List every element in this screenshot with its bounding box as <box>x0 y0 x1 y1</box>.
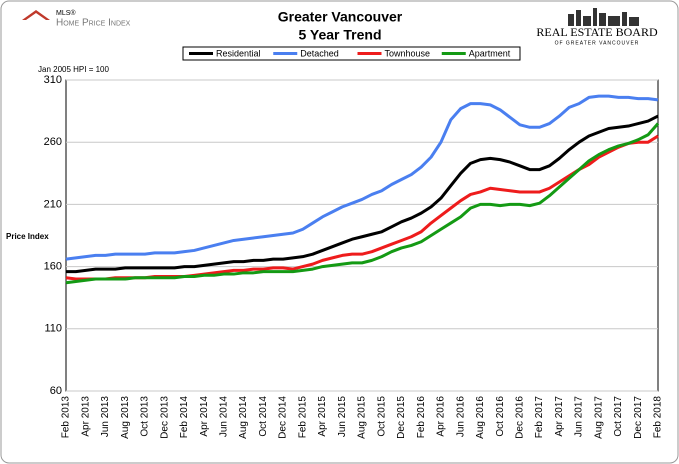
series-line <box>66 114 659 274</box>
x-tick-label: Feb 2016 <box>416 396 427 439</box>
y-tick-label: 160 <box>44 261 62 273</box>
x-tick-label: Apr 2016 <box>436 396 447 437</box>
y-tick-label: 110 <box>44 323 62 335</box>
chart-subtitle: 5 Year Trend <box>298 27 381 43</box>
x-tick-label: Apr 2014 <box>199 396 210 437</box>
x-tick-label: Apr 2017 <box>554 396 565 437</box>
y-tick-label: 210 <box>44 198 62 210</box>
x-tick-label: Dec 2017 <box>633 396 644 439</box>
x-tick-label: Feb 2013 <box>61 396 72 439</box>
x-tick-label: Aug 2013 <box>120 396 131 439</box>
x-tick-label: Oct 2014 <box>258 396 269 437</box>
x-tick-label: Apr 2015 <box>317 396 328 437</box>
logo-skyline <box>568 8 639 26</box>
legend-label: Detached <box>300 48 339 58</box>
logo-right-top: Real Estate Board <box>536 25 658 39</box>
y-tick-label: 260 <box>44 136 62 148</box>
x-tick-label: Oct 2016 <box>495 396 506 437</box>
x-tick-label: Jun 2017 <box>574 396 585 438</box>
legend-label: Townhouse <box>385 48 431 58</box>
x-tick-label: Jun 2016 <box>455 396 466 438</box>
x-tick-label: Feb 2018 <box>653 396 664 439</box>
x-tick-label: Aug 2017 <box>593 396 604 439</box>
series-line <box>65 122 660 285</box>
x-tick-label: Aug 2015 <box>357 396 368 439</box>
note: Jan 2005 HPI = 100 <box>38 65 109 74</box>
x-tick-label: Oct 2013 <box>140 396 151 437</box>
y-axis-label: Price Index <box>6 232 49 241</box>
x-tick-label: Apr 2013 <box>80 396 91 437</box>
x-tick-label: Oct 2015 <box>376 396 387 437</box>
x-tick-label: Feb 2015 <box>297 396 308 439</box>
x-tick-label: Feb 2017 <box>534 396 545 439</box>
x-tick-label: Aug 2014 <box>238 396 249 439</box>
logo-right-bottom: of Greater Vancouver <box>555 40 640 46</box>
x-tick-label: Jun 2014 <box>219 396 230 438</box>
logo-left-top: MLS® <box>56 9 76 17</box>
x-tick-label: Dec 2016 <box>515 396 526 439</box>
x-tick-label: Aug 2016 <box>475 396 486 439</box>
y-tick-label: 60 <box>50 385 62 397</box>
legend-label: Residential <box>216 48 261 58</box>
x-tick-label: Oct 2017 <box>613 396 624 437</box>
y-tick-label: 310 <box>44 74 62 86</box>
x-tick-label: Jun 2013 <box>100 396 111 438</box>
x-tick-label: Feb 2014 <box>179 396 190 439</box>
logo-icon <box>22 10 50 20</box>
x-tick-label: Jun 2015 <box>337 396 348 438</box>
x-tick-label: Dec 2014 <box>278 396 289 439</box>
x-tick-label: Dec 2015 <box>396 396 407 439</box>
series-line <box>65 94 659 261</box>
legend-box <box>182 46 521 61</box>
x-tick-label: Dec 2013 <box>159 396 170 439</box>
plot-layer: 60 110 160 210 260 310 Feb 2013 Apr 2013 Jun 201… <box>44 74 664 439</box>
legend-label: Apartment <box>469 48 511 58</box>
chart-title: Greater Vancouver <box>278 9 403 25</box>
logo-left-bottom: Home Price Index <box>56 18 131 29</box>
